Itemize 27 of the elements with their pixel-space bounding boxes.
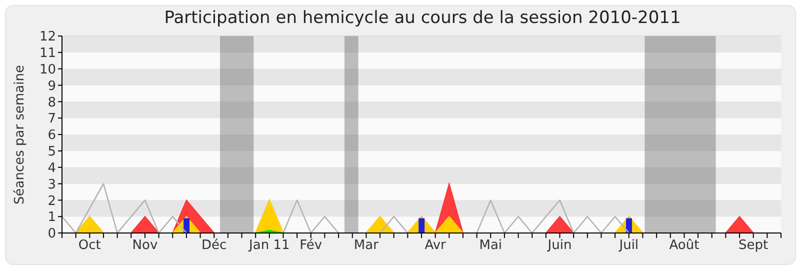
x-tick-label: Oct [78, 238, 101, 254]
y-tick-label: 6 [48, 128, 56, 144]
y-axis-title: Séances par semaine [12, 65, 28, 204]
x-tick-label: Avr [424, 238, 447, 254]
x-tick-label: Nov [132, 238, 158, 254]
y-tick-label: 7 [48, 112, 56, 127]
x-tick-label: Fév [300, 238, 322, 254]
y-tick-label: 11 [39, 46, 56, 62]
y-tick-label: 1 [48, 210, 56, 226]
y-tick-label: 8 [48, 95, 56, 110]
x-tick-label: Jan 11 [248, 238, 290, 254]
x-tick-label: Sept [738, 238, 768, 254]
x-tick-label: Déc [202, 238, 227, 254]
y-tick-label: 3 [48, 177, 56, 192]
y-tick-label: 2 [48, 194, 56, 209]
chart-title: Participation en hemicycle au cours de la session 2010-2011 [163, 8, 682, 28]
y-tick-label: 12 [39, 30, 56, 45]
y-tick-label: 4 [48, 160, 56, 176]
x-tick-label: Mar [354, 238, 380, 254]
x-tick-label: Juil [618, 238, 639, 254]
y-tick-label: 10 [39, 62, 56, 78]
y-tick-label: 9 [48, 78, 56, 94]
x-tick-label: Juin [546, 238, 572, 254]
x-tick-label: Mai [479, 238, 502, 254]
x-tick-label: Août [669, 238, 700, 254]
y-tick-label: 5 [48, 144, 56, 160]
y-tick-label: 0 [48, 226, 56, 242]
